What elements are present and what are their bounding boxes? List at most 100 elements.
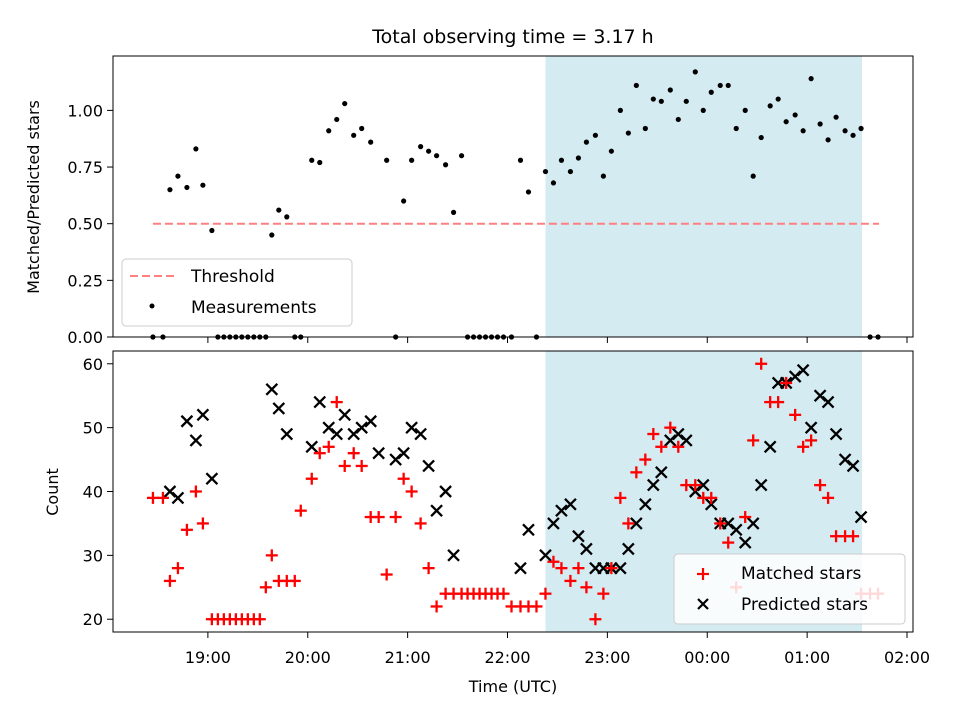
matched-star-point (259, 581, 272, 594)
predicted-star-point (564, 497, 577, 511)
predicted-star-point (639, 497, 652, 511)
predicted-star-point (405, 421, 418, 434)
legend-measurements-swatch (149, 303, 155, 309)
measurement-point (542, 168, 549, 175)
matched-star-point (355, 459, 368, 472)
y-tick-label: 60 (83, 355, 103, 374)
predicted-star-point (614, 561, 627, 575)
matched-star-point (422, 562, 435, 575)
y-tick-label: 20 (83, 610, 103, 629)
x-axis-label: Time (UTC) (468, 677, 557, 696)
predicted-star-point (854, 510, 868, 524)
matched-star-point (372, 511, 385, 524)
predicted-star-point (555, 504, 568, 517)
matched-star-point (639, 453, 652, 466)
matched-star-point (630, 466, 643, 479)
matched-star-point (253, 613, 266, 626)
measurement-point (409, 157, 415, 163)
measurement-point (700, 107, 706, 113)
measurement-point (825, 137, 831, 143)
measurement-point (708, 89, 714, 95)
measurement-point (359, 125, 365, 132)
y-tick-label: 1.00 (67, 101, 103, 120)
matched-star-point (655, 440, 668, 453)
predicted-star-point (305, 440, 319, 454)
predicted-star-point (422, 459, 435, 473)
bottom-x-ticks: 19:00 20:00 21:00 22:00 23:00 00:00 01:00 02:00 (185, 632, 930, 667)
x-tick-label: 21:00 (385, 648, 431, 667)
measurement-point (175, 173, 181, 179)
predicted-star-point (679, 434, 693, 447)
measurement-point (617, 107, 623, 113)
predicted-star-point (846, 459, 860, 473)
top-y-ticks: 0.00 0.25 0.50 0.75 1.00 (67, 101, 113, 347)
measurement-point (658, 98, 664, 104)
predicted-star-point (738, 536, 752, 549)
count-points (146, 357, 885, 626)
y-tick-label: 0.00 (67, 328, 103, 347)
measurement-point (317, 159, 323, 166)
predicted-star-point (804, 421, 818, 434)
predicted-star-point (313, 395, 327, 409)
measurement-point (742, 107, 748, 113)
predicted-star-point (829, 427, 843, 441)
measurement-point (792, 112, 798, 118)
measurement-point (426, 148, 432, 154)
measurement-point (692, 69, 698, 75)
top-y-axis-label: Matched/Predicted stars (24, 100, 43, 294)
predicted-star-point (171, 491, 185, 505)
matched-star-point (789, 408, 802, 421)
measurement-point (850, 132, 856, 138)
predicted-star-point (430, 504, 443, 517)
measurement-point (567, 168, 574, 175)
measurement-point (433, 153, 440, 159)
matched-star-point (305, 472, 318, 485)
legend-matched-label: Matched stars (741, 564, 861, 584)
matched-star-point (313, 447, 326, 460)
predicted-star-point (539, 549, 552, 562)
matched-star-point (755, 357, 768, 370)
measurement-point (458, 153, 465, 159)
matched-star-point (780, 376, 793, 389)
predicted-star-point (622, 542, 635, 556)
x-tick-label: 22:00 (484, 648, 530, 667)
measurement-point (309, 157, 315, 163)
top-axes-frame (112, 55, 914, 338)
matched-star-point (189, 485, 202, 498)
predicted-star-point (447, 549, 460, 562)
predicted-star-point (272, 402, 286, 415)
matched-star-point (689, 479, 702, 492)
predicted-star-point (572, 529, 585, 543)
measurement-point (401, 198, 407, 204)
measurement-point (583, 139, 590, 145)
matched-star-point (196, 517, 209, 530)
matched-star-point (705, 491, 718, 504)
measurement-point (858, 125, 864, 132)
matched-star-point (614, 491, 627, 504)
matched-star-point (805, 434, 818, 447)
measurement-point (384, 157, 390, 163)
matched-star-point (555, 562, 568, 575)
matched-star-point (288, 574, 301, 587)
matched-star-point (672, 440, 685, 453)
measurement-point (525, 189, 532, 195)
matched-star-point (389, 511, 402, 524)
measurement-point (209, 227, 215, 234)
x-tick-label: 19:00 (185, 648, 231, 667)
predicted-star-point (265, 383, 279, 396)
predicted-star-point (821, 395, 835, 409)
measurement-point (442, 162, 449, 168)
matched-star-point (380, 568, 393, 581)
measurement-point (418, 144, 424, 150)
measurement-point (326, 128, 332, 134)
measurement-point (808, 76, 814, 82)
measurement-point (775, 96, 781, 102)
predicted-star-point (514, 561, 527, 575)
matched-star-point (322, 440, 335, 453)
measurement-point (200, 182, 206, 188)
x-tick-label: 00:00 (684, 648, 730, 667)
y-tick-label: 50 (83, 419, 103, 438)
measurement-point (550, 180, 557, 186)
matched-star-point (605, 562, 618, 575)
y-tick-label: 30 (83, 546, 103, 565)
